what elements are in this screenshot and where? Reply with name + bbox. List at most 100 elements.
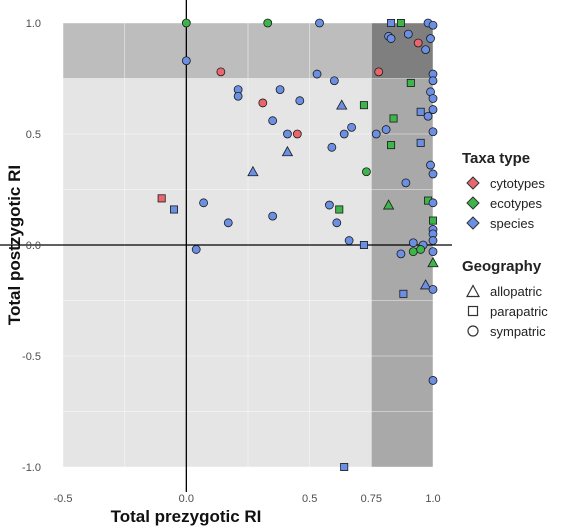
data-point-circle <box>347 122 357 132</box>
legend-item-ecotypes: ecotypes <box>462 193 545 213</box>
data-point-circle <box>275 85 285 94</box>
data-point-square <box>428 216 437 225</box>
data-point-circle <box>428 236 438 245</box>
data-point-circle <box>396 249 406 259</box>
x-tick-label: -0.5 <box>54 493 73 505</box>
data-point-square <box>359 240 368 249</box>
diamond-icon <box>462 193 484 213</box>
data-point-circle <box>181 18 191 28</box>
data-point-circle <box>386 34 396 43</box>
legend-item-allopatric: allopatric <box>462 281 548 301</box>
y-axis-label: Total postzygotic RI <box>5 165 24 325</box>
data-point-circle <box>428 20 438 30</box>
data-point-circle <box>413 38 423 48</box>
data-point-circle <box>423 111 433 121</box>
data-point-circle <box>428 376 438 385</box>
legend-label: allopatric <box>490 283 543 299</box>
data-point-circle <box>408 238 418 248</box>
legend-label: sympatric <box>490 323 546 339</box>
legend-item-species: species <box>462 213 545 233</box>
data-point-circle <box>268 211 278 221</box>
data-point-circle <box>401 178 411 188</box>
data-point-circle <box>191 245 201 254</box>
data-point-circle <box>408 247 418 257</box>
data-point-square <box>416 107 425 116</box>
data-point-triangle <box>427 256 439 268</box>
data-point-circle <box>312 69 322 79</box>
data-point-circle <box>258 98 268 108</box>
data-point-triangle <box>336 99 348 110</box>
data-point-circle <box>315 18 324 28</box>
x-axis-label: Total prezygotic RI <box>111 507 262 526</box>
y-tick-label: 0.5 <box>26 129 41 141</box>
data-point-circle <box>216 67 226 77</box>
triangle-icon <box>462 281 484 301</box>
data-point-square <box>406 78 415 87</box>
data-point-square <box>387 18 396 27</box>
circle-icon <box>462 321 484 341</box>
x-tick-label: 0.0 <box>179 493 194 505</box>
data-point-circle <box>426 34 435 43</box>
data-point-circle <box>371 129 381 139</box>
data-point-square <box>335 205 344 214</box>
data-point-square <box>389 114 398 123</box>
data-point-circle <box>339 129 349 139</box>
data-point-circle <box>332 218 342 228</box>
diamond-icon <box>462 213 484 233</box>
x-tick-label: 0.5 <box>302 493 317 505</box>
data-point-square <box>416 138 425 147</box>
legend-item-parapatric: parapatric <box>462 301 548 321</box>
data-point-triangle <box>281 145 294 157</box>
data-point-square <box>157 194 166 203</box>
data-point-circle <box>223 218 233 228</box>
data-point-circle <box>428 76 438 86</box>
data-point-circle <box>428 198 438 208</box>
data-point-triangle <box>247 165 259 177</box>
data-point-circle <box>421 45 431 55</box>
legend-geography-title: Geography <box>462 258 542 275</box>
data-point-circle <box>344 236 354 245</box>
x-tick-label: 0.75 <box>361 493 382 505</box>
legend-taxa-title: Taxa type <box>462 150 531 167</box>
data-point-circle <box>428 94 438 103</box>
data-point-square <box>399 289 408 298</box>
legend-label: cytotypes <box>490 175 545 191</box>
y-tick-label: -1.0 <box>22 462 41 474</box>
y-tick-label: 0.0 <box>26 240 41 252</box>
data-point-circle <box>428 284 438 294</box>
legend-label: species <box>490 215 535 231</box>
data-point-circle <box>403 29 413 39</box>
data-point-circle <box>426 160 435 170</box>
data-point-circle <box>428 127 438 137</box>
legend-taxa: Taxa type cytotypes ecotypes species <box>462 150 545 233</box>
legend-label: ecotypes <box>490 195 543 211</box>
square-icon <box>462 301 484 321</box>
legend-item-sympatric: sympatric <box>462 321 548 341</box>
data-point-circle <box>181 56 191 66</box>
data-point-circle <box>361 167 371 177</box>
data-point-triangle <box>419 279 432 290</box>
data-point-square <box>387 141 396 150</box>
legend-geography: Geography allopatric parapatric sympatri… <box>462 258 548 341</box>
data-point-circle <box>374 67 384 77</box>
y-tick-label: -0.5 <box>22 351 41 363</box>
data-point-circle <box>327 142 337 152</box>
data-point-circle <box>428 169 438 179</box>
x-tick-label: 1.0 <box>425 493 440 505</box>
tick-labels: -0.5 0.0 0.5 0.75 1.0 -1.0 -0.5 0.0 0.5 1.0 <box>22 18 441 505</box>
data-point-circle <box>263 18 273 28</box>
data-point-circle <box>416 245 426 254</box>
data-point-square <box>396 18 405 27</box>
data-point-circle <box>428 105 438 114</box>
diamond-icon <box>462 173 484 193</box>
data-point-circle <box>233 91 243 101</box>
zero-axes <box>0 0 452 492</box>
data-point-square <box>359 101 368 110</box>
legend-item-cytotypes: cytotypes <box>462 173 545 193</box>
data-point-square <box>169 205 178 214</box>
data-point-triangle <box>382 199 395 210</box>
data-point-circle <box>292 129 302 139</box>
data-points <box>157 18 439 471</box>
legend-label: parapatric <box>490 303 548 319</box>
